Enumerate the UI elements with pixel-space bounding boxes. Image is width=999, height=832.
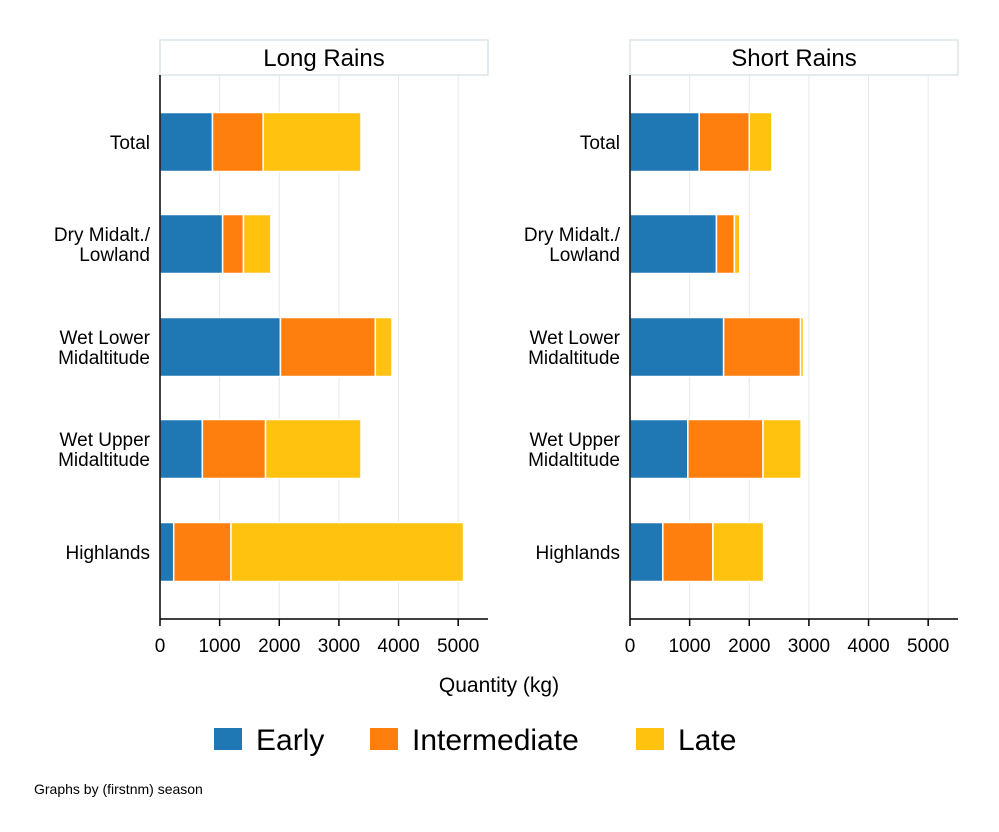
category-label-long-rains-dry-midalt-lowland-line1: Dry Midalt./ [54,225,151,246]
bar-short-rains-dry-midalt-lowland-late [733,213,741,275]
category-label-short-rains-dry-midalt-lowland-line1: Dry Midalt./ [524,225,621,246]
legend-swatch-early [214,728,242,750]
category-label-long-rains-dry-midalt-lowland-line2: Lowland [79,245,150,266]
bar-short-rains-total-late [748,111,773,173]
panel-title-short-rains: Short Rains [731,45,856,72]
category-label-short-rains-total: Total [580,133,620,154]
x-tick-label-long-rains-1000: 1000 [198,636,240,657]
x-tick-label-short-rains-4000: 4000 [847,636,889,657]
bar-long-rains-total-late [262,111,362,173]
category-label-long-rains-wet-lower-midaltitude-line1: Wet Lower [60,328,151,349]
bar-long-rains-wet-upper-midaltitude-late [264,418,362,480]
bar-short-rains-wet-lower-midaltitude-late [799,316,805,378]
bar-short-rains-wet-upper-midaltitude-late [762,418,802,480]
category-label-long-rains-wet-upper-midaltitude-line1: Wet Upper [60,430,151,451]
bar-short-rains-wet-upper-midaltitude-early [629,418,689,480]
bar-long-rains-dry-midalt-lowland-intermediate [221,213,245,275]
legend-label-late: Late [678,724,736,757]
x-tick-label-long-rains-4000: 4000 [377,636,419,657]
legend-label-early: Early [256,724,324,757]
bar-long-rains-wet-lower-midaltitude-late [374,316,393,378]
bar-long-rains-wet-upper-midaltitude-early [159,418,204,480]
category-label-long-rains-total: Total [110,133,150,154]
category-label-short-rains-dry-midalt-lowland-line2: Lowland [549,245,620,266]
x-tick-label-short-rains-1000: 1000 [668,636,710,657]
category-label-long-rains-wet-lower-midaltitude-line2: Midaltitude [58,348,150,369]
category-label-long-rains-highlands: Highlands [66,543,151,564]
bar-short-rains-highlands-late [712,521,765,583]
bar-long-rains-highlands-early [159,521,175,583]
x-tick-label-short-rains-0: 0 [625,636,636,657]
x-tick-label-short-rains-3000: 3000 [788,636,830,657]
bar-long-rains-wet-lower-midaltitude-early [159,316,282,378]
bar-short-rains-total-intermediate [698,111,751,173]
bar-short-rains-dry-midalt-lowland-early [629,213,718,275]
category-label-short-rains-wet-lower-midaltitude-line2: Midaltitude [528,348,620,369]
bar-long-rains-highlands-late [230,521,465,583]
bar-long-rains-total-intermediate [211,111,264,173]
category-label-short-rains-highlands: Highlands [536,543,621,564]
bar-short-rains-wet-lower-midaltitude-intermediate [722,316,802,378]
graph-note: Graphs by (firstnm) season [34,781,203,797]
legend-label-intermediate: Intermediate [412,724,579,757]
category-label-short-rains-wet-upper-midaltitude-line2: Midaltitude [528,450,620,471]
bar-long-rains-wet-upper-midaltitude-intermediate [201,418,267,480]
x-tick-label-long-rains-0: 0 [155,636,166,657]
bar-long-rains-dry-midalt-lowland-early [159,213,224,275]
x-tick-label-long-rains-2000: 2000 [258,636,300,657]
bar-short-rains-highlands-early [629,521,664,583]
bar-short-rains-wet-lower-midaltitude-early [629,316,725,378]
bar-short-rains-total-early [629,111,700,173]
x-axis-title: Quantity (kg) [439,674,559,697]
bar-long-rains-wet-lower-midaltitude-intermediate [279,316,377,378]
bar-long-rains-dry-midalt-lowland-late [242,213,272,275]
category-label-short-rains-wet-lower-midaltitude-line1: Wet Lower [530,328,621,349]
bar-short-rains-highlands-intermediate [662,521,714,583]
panel-title-long-rains: Long Rains [263,45,384,72]
bar-short-rains-wet-upper-midaltitude-intermediate [687,418,764,480]
category-label-long-rains-wet-upper-midaltitude-line2: Midaltitude [58,450,150,471]
x-tick-label-short-rains-2000: 2000 [728,636,770,657]
panel-title-box-long-rains [159,39,489,76]
x-tick-label-long-rains-5000: 5000 [437,636,479,657]
x-tick-label-short-rains-5000: 5000 [907,636,949,657]
x-tick-label-long-rains-3000: 3000 [318,636,360,657]
bar-long-rains-total-early [159,111,214,173]
panel-title-box-short-rains [629,39,959,76]
legend-swatch-late [636,728,664,750]
legend-swatch-intermediate [370,728,398,750]
bar-long-rains-highlands-intermediate [172,521,232,583]
category-label-short-rains-wet-upper-midaltitude-line1: Wet Upper [530,430,621,451]
bar-short-rains-dry-midalt-lowland-intermediate [715,213,736,275]
